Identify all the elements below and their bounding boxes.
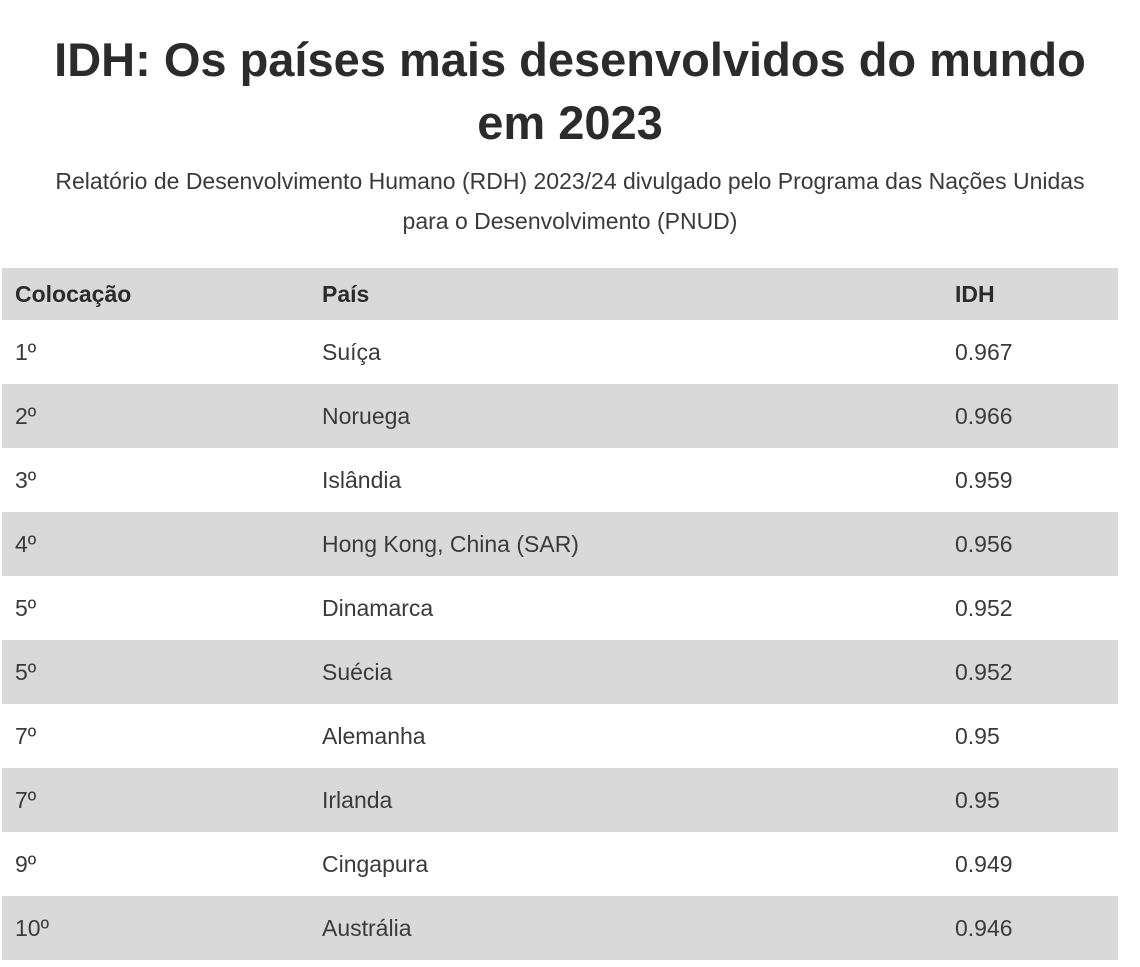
- table-row: 5º Dinamarca 0.952: [2, 576, 1118, 640]
- column-header: IDH: [942, 268, 1118, 320]
- table-row: 10º Austrália 0.946: [2, 896, 1118, 960]
- table-cell: Alemanha: [322, 722, 426, 749]
- table-cell: 3º: [15, 466, 37, 493]
- table-cell: 0.952: [942, 640, 1118, 704]
- table-cell: Noruega: [309, 384, 942, 448]
- table-cell: 5º: [15, 594, 37, 621]
- table-row: 9º Cingapura 0.949: [2, 832, 1118, 896]
- table-cell: 1º: [15, 338, 37, 365]
- table-cell: Cingapura: [322, 850, 429, 877]
- table-cell: 0.967: [955, 338, 1013, 365]
- subtitle: Relatório de Desenvolvimento Humano (RDH…: [55, 168, 1085, 234]
- table-cell: Suécia: [309, 640, 942, 704]
- ranking-table: Colocação País IDH 1º Suíça 0.967 2º Noruega 0.…: [2, 268, 1118, 960]
- table-cell: 0.952: [955, 594, 1013, 621]
- table-cell: 0.946: [942, 896, 1118, 960]
- table-row: 4º Hong Kong, China (SAR) 0.956: [2, 512, 1118, 576]
- table-cell: 0.949: [955, 850, 1013, 877]
- table-cell: Dinamarca: [322, 594, 434, 621]
- table-cell: 2º: [2, 384, 309, 448]
- table-cell: 0.95: [942, 768, 1118, 832]
- table-cell: Suíça: [322, 338, 381, 365]
- header-row: Colocação País IDH: [2, 268, 1118, 320]
- table-cell: Austrália: [309, 896, 942, 960]
- table-row: 2º Noruega 0.966: [2, 384, 1118, 448]
- table-cell: 0.956: [942, 512, 1118, 576]
- table-cell: 10º: [2, 896, 309, 960]
- table-cell: 0.959: [955, 466, 1013, 493]
- table-cell: 0.95: [955, 722, 1000, 749]
- table-cell: Irlanda: [309, 768, 942, 832]
- table-cell: 5º: [2, 640, 309, 704]
- table-cell: Hong Kong, China (SAR): [309, 512, 942, 576]
- table-cell: 7º: [15, 722, 37, 749]
- table-row: 3º Islândia 0.959: [2, 448, 1118, 512]
- table-row: 1º Suíça 0.967: [2, 320, 1118, 384]
- table-cell: 4º: [2, 512, 309, 576]
- column-header: Colocação: [2, 268, 309, 320]
- table-row: 7º Irlanda 0.95: [2, 768, 1118, 832]
- table-cell: 0.966: [942, 384, 1118, 448]
- table-row: 5º Suécia 0.952: [2, 640, 1118, 704]
- table-cell: 9º: [15, 850, 37, 877]
- table-cell: Islândia: [322, 466, 402, 493]
- column-header: País: [309, 268, 942, 320]
- title: IDH: Os países mais desenvolvidos do mun…: [54, 33, 1086, 149]
- table-row: 7º Alemanha 0.95: [2, 704, 1118, 768]
- table-cell: 7º: [2, 768, 309, 832]
